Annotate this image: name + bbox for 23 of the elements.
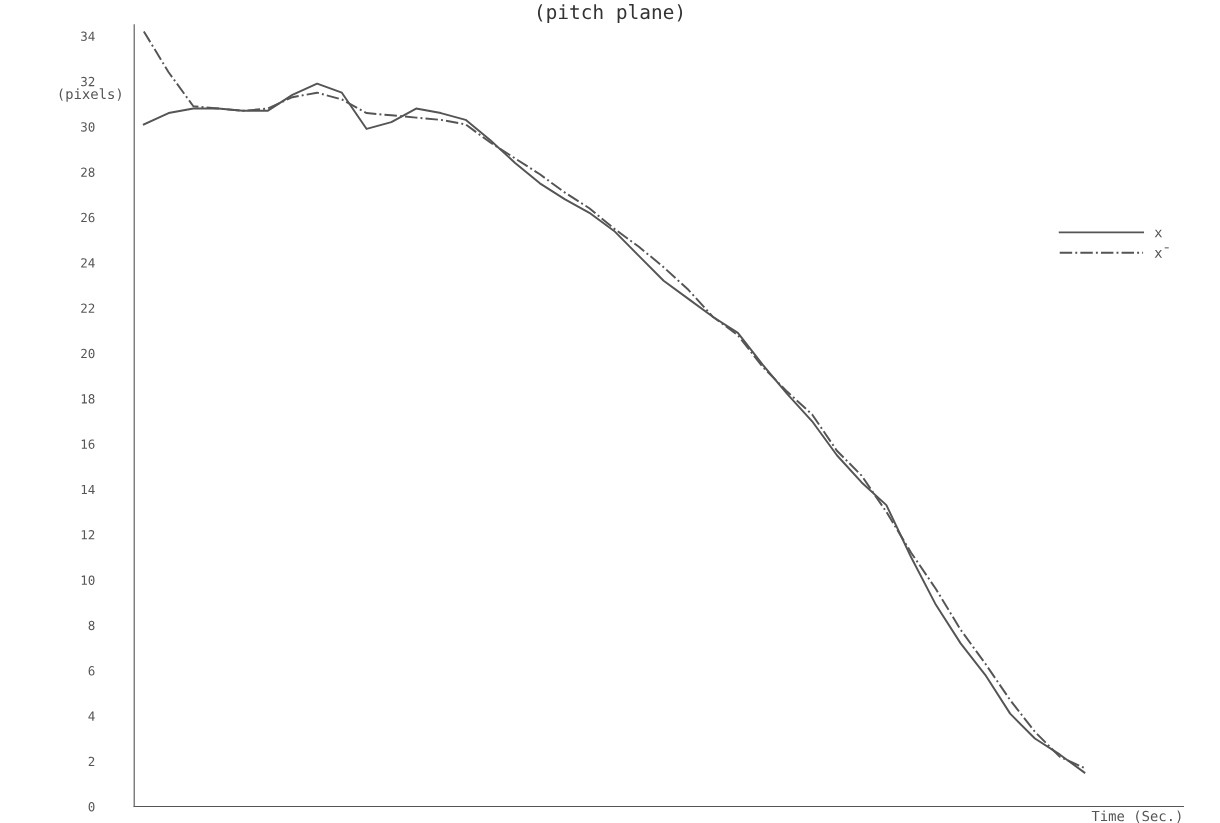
y-tick-label: 2: [88, 756, 95, 766]
y-tick-label: 0: [88, 802, 95, 812]
y-tick-label: 28: [81, 167, 95, 177]
y-tick-label: 6: [88, 666, 95, 676]
y-tick-label: 34: [81, 31, 95, 41]
chart-title: (pitch plane): [537, 4, 683, 24]
y-tick-label: 16: [81, 439, 95, 449]
y-axis-title: (pixels): [59, 88, 121, 102]
x-axis-title: Time (Sec.): [1091, 810, 1181, 823]
y-tick-label: 24: [81, 258, 95, 268]
y-tick-label: 10: [81, 575, 95, 585]
y-tick-label: 22: [81, 303, 95, 313]
y-tick-label: 12: [81, 530, 95, 540]
text: x̄: [1154, 247, 1169, 258]
y-tick-label: 4: [88, 711, 95, 721]
y-tick-label: 32: [81, 76, 95, 87]
y-tick-label: 30: [81, 122, 95, 132]
y-tick-label: 8: [88, 620, 95, 631]
y-tick-label: 18: [81, 394, 95, 404]
text: x: [1154, 229, 1163, 238]
y-tick-label: 26: [81, 212, 95, 223]
y-tick-label: 14: [81, 484, 95, 495]
y-tick-label: 20: [81, 348, 95, 359]
